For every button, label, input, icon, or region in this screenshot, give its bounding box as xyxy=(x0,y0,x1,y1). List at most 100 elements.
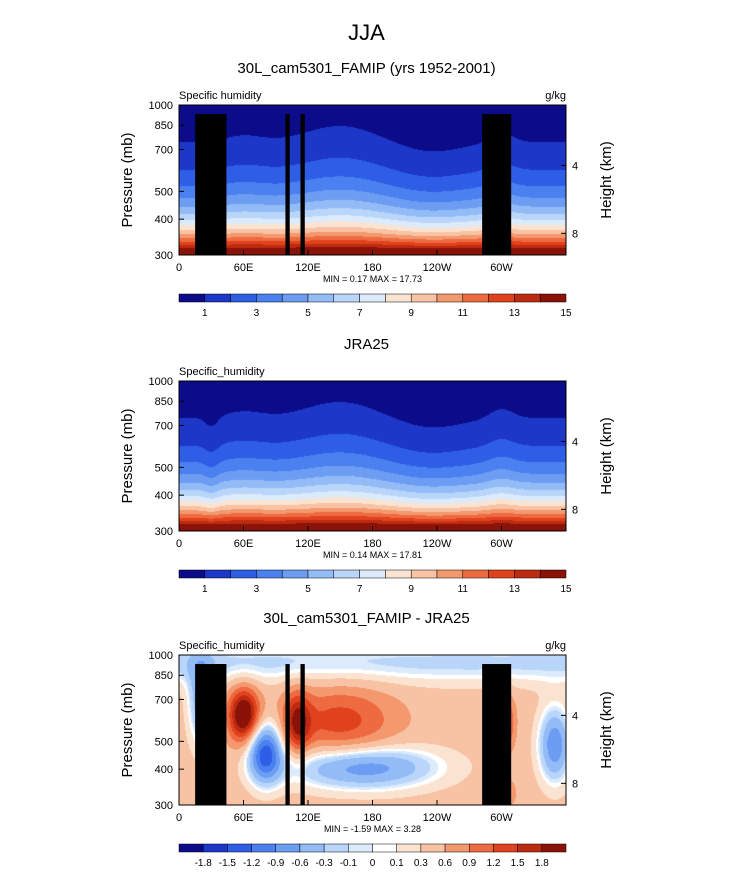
main-title: JJA xyxy=(348,20,385,45)
colorbar-label: 9 xyxy=(408,584,414,595)
colorbar-cell xyxy=(420,843,446,853)
y-tick-label: 500 xyxy=(155,462,173,474)
colorbar-cell xyxy=(436,293,464,303)
y2-tick-label: 8 xyxy=(572,778,578,790)
colorbar-label: 0.6 xyxy=(438,858,452,869)
y-tick-label: 850 xyxy=(155,396,173,408)
colorbar-label: 3 xyxy=(254,308,260,319)
y2-tick-label: 4 xyxy=(572,160,578,172)
y2-axis-label: Height (km) xyxy=(598,417,615,495)
y-tick-label: 700 xyxy=(155,420,173,432)
right-string: g/kg xyxy=(545,640,566,652)
colorbar-cell xyxy=(514,293,541,303)
colorbar-label: 1 xyxy=(202,584,208,595)
terrain-block xyxy=(209,673,218,805)
colorbar-cell xyxy=(256,293,283,303)
y2-tick-label: 4 xyxy=(572,436,578,448)
colorbar-cell xyxy=(227,843,252,853)
y2-axis-label: Height (km) xyxy=(598,691,615,769)
colorbar-cell xyxy=(410,569,438,579)
y-tick-label: 500 xyxy=(155,736,173,748)
colorbar-label: 1 xyxy=(202,308,208,319)
colorbar-cell xyxy=(307,569,335,579)
terrain-block xyxy=(300,114,305,255)
panel-title: 30L_cam5301_FAMIP (yrs 1952-2001) xyxy=(237,60,496,77)
panel-reanalysis: JRA25 Specific_humidity 300 400 500 700 850 10… xyxy=(0,328,733,595)
y-tick-label: 700 xyxy=(155,144,173,156)
colorbar-cell xyxy=(514,569,541,579)
y-tick-label: 400 xyxy=(155,490,173,502)
x-tick-label: 0 xyxy=(176,262,182,274)
y2-tick-label: 8 xyxy=(572,228,578,240)
x-tick-label: 60E xyxy=(234,812,254,824)
x-tick-label: 120W xyxy=(423,812,452,824)
chart-axes: Specific_humidity g/kg3004005007008501000… xyxy=(119,640,615,869)
y-tick-label: 400 xyxy=(155,214,173,226)
colorbar-cell xyxy=(281,293,309,303)
colorbar-cell xyxy=(204,293,231,303)
terrain-mask xyxy=(195,114,512,255)
colorbar-cell xyxy=(517,843,543,853)
plot-frame xyxy=(178,380,567,532)
x-tick-label: 60W xyxy=(490,812,513,824)
y2-tick-label: 4 xyxy=(572,710,578,722)
colorbar-cell xyxy=(230,293,257,303)
colorbar-label: -0.3 xyxy=(316,858,334,869)
colorbar-label: -0.1 xyxy=(340,858,358,869)
x-tick-label: 180 xyxy=(363,812,381,824)
y-axis-label: Pressure (mb) xyxy=(119,682,136,777)
colorbar-cell xyxy=(178,843,204,853)
x-tick-label: 120E xyxy=(295,538,321,550)
y-tick-label: 1000 xyxy=(149,650,173,662)
colorbar-label: -1.2 xyxy=(243,858,261,869)
colorbar-cell xyxy=(359,569,386,579)
colorbar-cell xyxy=(396,843,422,853)
heatmap-field xyxy=(179,381,566,531)
y-tick-label: 500 xyxy=(155,186,173,198)
x-tick-label: 120W xyxy=(423,538,452,550)
x-tick-label: 180 xyxy=(363,538,381,550)
terrain-block xyxy=(482,664,512,805)
colorbar-label: 13 xyxy=(509,308,521,319)
terrain-block xyxy=(209,123,218,255)
y2-tick-label: 8 xyxy=(572,504,578,516)
colorbar-label: 13 xyxy=(509,584,521,595)
colorbar-cell xyxy=(307,293,335,303)
colorbar-label: -0.9 xyxy=(267,858,285,869)
colorbar-cell xyxy=(251,843,276,853)
y-tick-label: 850 xyxy=(155,670,173,682)
colorbar-cell xyxy=(469,843,494,853)
colorbar-cell xyxy=(385,569,412,579)
colorbar-cell xyxy=(372,843,397,853)
left-string: Specific_humidity xyxy=(179,640,265,652)
colorbar-label: 11 xyxy=(458,308,469,319)
colorbar-cell xyxy=(462,293,489,303)
terrain-block xyxy=(217,114,227,255)
terrain-block xyxy=(482,114,512,255)
panel-title: JRA25 xyxy=(343,336,390,353)
right-string: g/kg xyxy=(545,90,566,102)
left-string: Specific_humidity xyxy=(179,366,265,378)
y-tick-label: 700 xyxy=(155,694,173,706)
colorbar-cell xyxy=(493,843,518,853)
terrain-block xyxy=(285,114,290,255)
colorbar-label: -1.5 xyxy=(219,858,237,869)
colorbar-cell xyxy=(230,569,257,579)
x-tick-label: 0 xyxy=(176,812,182,824)
x-tick-label: 180 xyxy=(363,262,381,274)
colorbar-label: 1.8 xyxy=(535,858,549,869)
y-tick-label: 850 xyxy=(155,120,173,132)
colorbar-label: 15 xyxy=(560,308,572,319)
panel-title: 30L_cam5301_FAMIP - JRA25 xyxy=(263,610,470,627)
colorbar-cell xyxy=(462,569,489,579)
colorbar-cell xyxy=(275,843,301,853)
colorbar-cell xyxy=(178,293,206,303)
colorbar-cell xyxy=(256,569,283,579)
colorbar-label: 0.9 xyxy=(462,858,476,869)
colorbar-cell xyxy=(202,843,228,853)
y-tick-label: 1000 xyxy=(149,376,173,388)
chart-axes: Specific humidity g/kg3004005007008501000… xyxy=(119,90,615,319)
colorbar-cell xyxy=(333,569,360,579)
x-tick-label: 120E xyxy=(295,812,321,824)
colorbar-label: 0.3 xyxy=(414,858,428,869)
